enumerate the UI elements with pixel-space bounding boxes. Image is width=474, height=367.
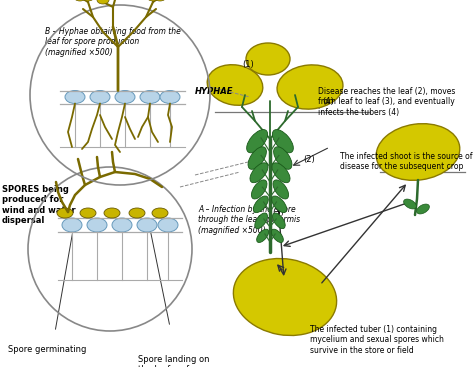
Ellipse shape [154,0,166,1]
Ellipse shape [207,65,263,105]
Text: A – Infection by the spore
through the leaf epidermis
(magnified ×500): A – Infection by the spore through the l… [198,205,300,235]
Ellipse shape [272,196,287,212]
Text: Disease reaches the leaf (2), moves
from leaf to leaf (3), and eventually
infect: Disease reaches the leaf (2), moves from… [318,87,456,117]
Ellipse shape [147,0,159,1]
Ellipse shape [152,208,168,218]
Ellipse shape [104,208,120,218]
Ellipse shape [256,229,269,243]
Ellipse shape [272,163,290,183]
Ellipse shape [272,229,283,243]
Ellipse shape [250,163,268,183]
Ellipse shape [137,218,157,232]
Text: SPORES being
produced for
wind and water
dispersal: SPORES being produced for wind and water… [2,185,76,225]
Ellipse shape [273,213,285,229]
Ellipse shape [129,208,145,218]
Text: (3): (3) [272,208,284,217]
Ellipse shape [273,147,292,169]
Text: B – Hyphae obtaining food from the
leaf for spore production
(magnified ×500): B – Hyphae obtaining food from the leaf … [45,27,181,57]
Ellipse shape [62,218,82,232]
Ellipse shape [80,208,96,218]
Text: (4): (4) [322,97,334,106]
Ellipse shape [57,208,73,218]
Ellipse shape [251,180,267,199]
Text: The infected shoot is the source of
disease for the subsequent crop: The infected shoot is the source of dise… [340,152,473,171]
Text: The infected tuber (1) containing
mycelium and sexual spores which
survive in th: The infected tuber (1) containing myceli… [310,325,444,355]
Ellipse shape [160,91,180,103]
Ellipse shape [404,199,416,209]
Ellipse shape [253,196,268,212]
Ellipse shape [376,124,460,180]
Text: (1): (1) [242,60,254,69]
Ellipse shape [90,91,110,103]
Ellipse shape [65,91,85,103]
Ellipse shape [112,218,132,232]
Ellipse shape [273,130,293,153]
Ellipse shape [82,0,94,1]
Ellipse shape [277,65,343,109]
Ellipse shape [246,130,268,153]
Ellipse shape [87,218,107,232]
Text: Spore germinating: Spore germinating [8,345,86,354]
Ellipse shape [158,218,178,232]
Ellipse shape [233,258,337,335]
Ellipse shape [417,204,429,214]
Ellipse shape [97,0,109,4]
Ellipse shape [248,147,266,169]
Ellipse shape [140,91,160,103]
Text: Spore landing on
the leaf surface: Spore landing on the leaf surface [138,355,210,367]
Ellipse shape [255,213,267,229]
Text: (2): (2) [303,155,315,164]
Text: HYPHAE: HYPHAE [195,87,234,96]
Ellipse shape [74,0,86,1]
Ellipse shape [273,180,289,199]
Ellipse shape [246,43,290,75]
Ellipse shape [115,91,135,103]
